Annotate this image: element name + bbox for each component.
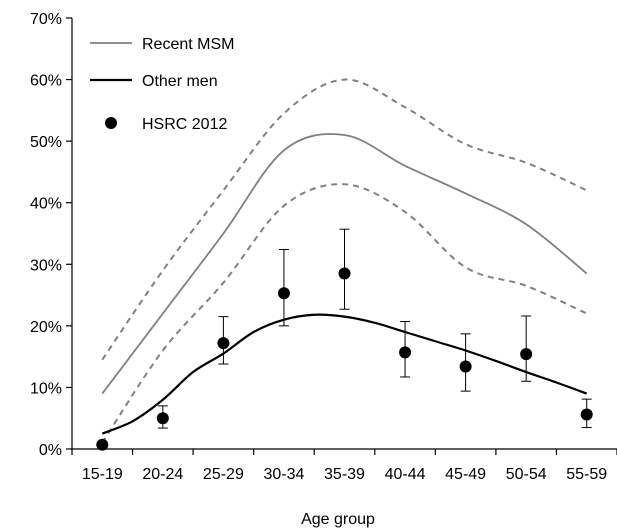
x-tick-label: 50-54 — [506, 466, 547, 483]
other-men-line — [101, 313, 588, 435]
x-tick-label: 40-44 — [385, 466, 426, 483]
legend: Recent MSM Other men HSRC 2012 — [90, 36, 234, 133]
series-layer — [96, 78, 593, 451]
hsrc-point — [580, 408, 593, 421]
legend-label-other-men: Other men — [142, 73, 218, 90]
recent-msm-upper-bound — [101, 78, 588, 361]
x-tick-label: 55-59 — [566, 466, 607, 483]
recent-msm-lower-bound — [101, 183, 588, 444]
y-tick-label: 50% — [30, 134, 62, 151]
y-tick-label: 10% — [30, 380, 62, 397]
legend-label-recent-msm: Recent MSM — [142, 36, 234, 53]
y-tick-label: 0% — [39, 442, 62, 459]
x-tick-label: 20-24 — [142, 466, 183, 483]
hsrc-point — [217, 337, 230, 350]
hsrc-point — [399, 346, 412, 359]
x-tick-label: 30-34 — [263, 466, 304, 483]
hsrc-point — [520, 348, 533, 361]
legend-swatch-hsrc-2012 — [105, 117, 117, 129]
x-tick-label: 35-39 — [324, 466, 365, 483]
axes: 0% 10% 20% 30% 40% 50% 60% 70% 15-19 20-24 25-29 30… — [30, 11, 617, 483]
y-tick-label: 60% — [30, 73, 62, 90]
y-tick-label: 30% — [30, 257, 62, 274]
y-tick-label: 70% — [30, 11, 62, 28]
x-tick-label: 25-29 — [203, 466, 244, 483]
y-tick-label: 40% — [30, 196, 62, 213]
recent-msm-line — [101, 133, 588, 395]
hsrc-point — [338, 267, 351, 280]
x-tick-label: 45-49 — [445, 466, 486, 483]
hsrc-point — [96, 438, 109, 451]
x-tick-label: 15-19 — [82, 466, 123, 483]
legend-label-hsrc-2012: HSRC 2012 — [142, 116, 227, 133]
x-axis-title: Age group — [301, 511, 375, 528]
hsrc-point — [277, 287, 290, 300]
hsrc-point — [459, 360, 472, 373]
hsrc-point — [156, 412, 169, 425]
y-tick-label: 20% — [30, 319, 62, 336]
